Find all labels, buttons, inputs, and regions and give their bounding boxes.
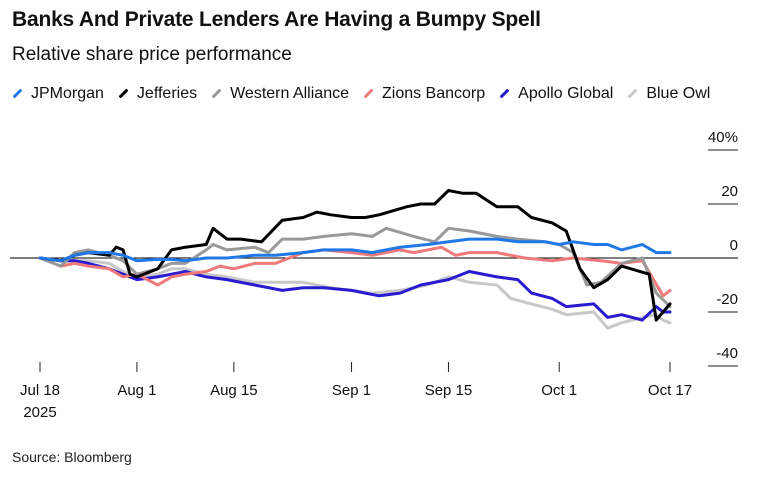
legend-label: Zions Bancorp: [381, 84, 486, 102]
series-line-jpmorgan: [38, 237, 672, 263]
legend-label: JPMorgan: [31, 84, 104, 102]
y-axis: 40% 20 0 -20 -40: [708, 129, 738, 362]
x-tick-sublabel: 2025: [23, 404, 56, 421]
y-tick-label: 0: [730, 237, 738, 254]
legend-item: Jefferies: [118, 83, 197, 105]
x-tick-label: Oct 1: [541, 382, 577, 399]
chart-title: Banks And Private Lenders Are Having a B…: [12, 8, 541, 31]
y-tick-label: 40%: [708, 129, 738, 146]
legend-label: Western Alliance: [230, 84, 349, 102]
legend-label: Jefferies: [136, 84, 198, 102]
legend-item: Blue Owl: [627, 83, 710, 105]
x-tick-label: Jul 18: [20, 382, 60, 399]
legend-item: Western Alliance: [211, 83, 349, 105]
x-tick-label: Sep 1: [332, 382, 371, 399]
y-tick-label: -40: [716, 345, 738, 362]
x-tick-label: Aug 15: [210, 382, 258, 399]
x-tick-label: Oct 17: [648, 382, 692, 399]
series-lines: [38, 189, 672, 330]
y-tick-label: 20: [721, 183, 738, 200]
legend-item: Apollo Global: [499, 83, 613, 105]
legend-item: Zions Bancorp: [363, 83, 485, 105]
source-note: Source: Bloomberg: [12, 449, 132, 465]
series-line-blue-owl: [38, 256, 672, 330]
y-tick-label: -20: [716, 291, 738, 308]
chart-legend: JPMorgan Jefferies Western Alliance Zions B…: [12, 80, 752, 105]
x-axis: Jul 18 2025 Aug 1 Aug 15 Sep 1 Sep 15 Oct 1 Oct…: [20, 362, 692, 421]
legend-item: JPMorgan: [12, 83, 104, 105]
series-line-apollo-global: [38, 256, 672, 322]
x-tick-label: Aug 1: [117, 382, 156, 399]
chart-subtitle: Relative share price performance: [12, 44, 292, 65]
x-tick-label: Sep 15: [425, 382, 473, 399]
series-line-jefferies: [38, 189, 672, 322]
legend-label: Blue Owl: [646, 84, 711, 102]
legend-label: Apollo Global: [518, 84, 614, 102]
series-line-western-alliance: [38, 226, 672, 309]
